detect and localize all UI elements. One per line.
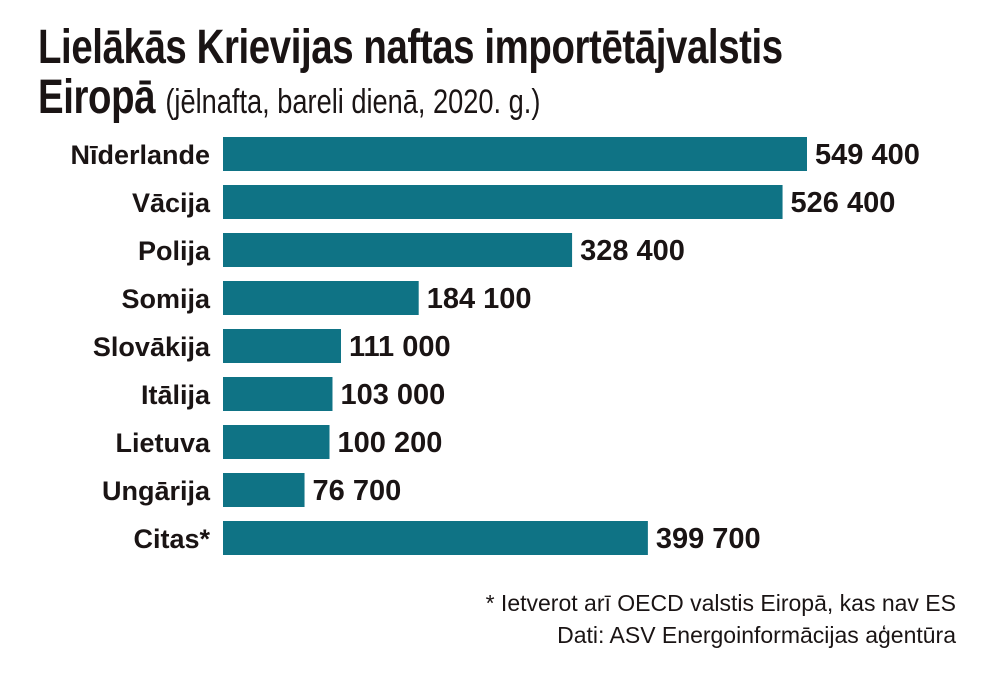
value-label: 328 400 xyxy=(580,235,685,267)
chart-subtitle: (jēlnafta, bareli dienā, 2020. g.) xyxy=(165,83,541,121)
value-label: 76 700 xyxy=(313,475,402,507)
value-label: 526 400 xyxy=(791,187,896,219)
category-label: Slovākija xyxy=(93,332,211,362)
value-label: 399 700 xyxy=(656,523,761,555)
chart-title-line2-text: Eiropā xyxy=(38,71,156,124)
category-label: Polija xyxy=(138,236,211,266)
category-label: Ungārija xyxy=(102,476,211,506)
value-label: 100 200 xyxy=(338,427,443,459)
bar xyxy=(223,185,783,219)
value-label: 184 100 xyxy=(427,283,532,315)
category-label: Vācija xyxy=(132,188,211,218)
bar xyxy=(223,281,419,315)
category-label: Citas* xyxy=(133,524,210,554)
bar xyxy=(223,473,305,507)
value-label: 111 000 xyxy=(349,331,451,363)
value-label: 549 400 xyxy=(815,139,920,171)
bar xyxy=(223,521,648,555)
footnote: * Ietverot arī OECD valstis Eiropā, kas … xyxy=(485,590,956,616)
chart-title-line2: Eiropā (jēlnafta, bareli dienā, 2020. g.… xyxy=(38,70,540,125)
category-label: Itālija xyxy=(141,380,211,410)
category-label: Somija xyxy=(121,284,211,314)
category-label: Nīderlande xyxy=(70,140,210,170)
source-note: Dati: ASV Energoinformācijas aģentūra xyxy=(557,622,956,648)
bar xyxy=(223,425,330,459)
category-label: Lietuva xyxy=(115,428,211,458)
bar xyxy=(223,233,573,267)
bar xyxy=(223,137,807,171)
bar xyxy=(223,329,341,363)
bar xyxy=(223,377,333,411)
chart-title: Lielākās Krievijas naftas importētājvals… xyxy=(38,21,783,74)
value-label: 103 000 xyxy=(340,379,445,411)
